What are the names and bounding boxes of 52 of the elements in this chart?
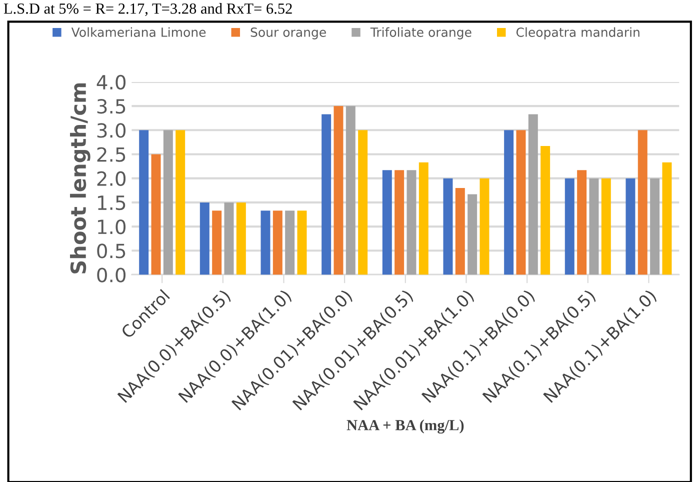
bar: [418, 162, 428, 275]
legend-label: Cleopatra mandarin: [516, 27, 640, 40]
bar: [516, 130, 526, 275]
y-tick-label: 0.0: [97, 268, 126, 282]
bar: [528, 114, 538, 275]
bar: [139, 130, 149, 275]
bar: [346, 106, 356, 275]
bar: [650, 178, 660, 275]
legend-label: Sour orange: [250, 27, 326, 40]
bar: [285, 210, 295, 275]
y-tick-label: 0.5: [97, 244, 126, 258]
bar: [577, 170, 587, 275]
bar: [322, 114, 332, 275]
bar: [297, 210, 307, 275]
bar: [480, 178, 490, 275]
bar: [163, 130, 173, 275]
legend-label: Trifoliate orange: [370, 27, 472, 40]
bar: [176, 130, 186, 275]
legend-label: Volkameriana Limone: [71, 27, 206, 37]
y-tick-label: 2.5: [97, 147, 126, 162]
bar: [638, 130, 648, 275]
y-tick-label: 1.5: [98, 196, 126, 210]
bar: [151, 154, 161, 275]
bar: [200, 202, 210, 275]
bar: [406, 170, 416, 275]
y-axis-title: Shoot length/cm: [70, 83, 90, 274]
bar: [382, 170, 392, 275]
y-tick-label: 3.5: [97, 98, 126, 114]
bar: [468, 194, 478, 275]
text: L.S.D at 5% = R= 2.17, T=3.28 and RxT= 6.52: [4, 3, 292, 16]
bar: [662, 162, 672, 275]
bar: [504, 130, 514, 275]
bar: [601, 178, 611, 275]
bar: [394, 170, 404, 275]
bar: [212, 210, 222, 275]
bar: [358, 130, 368, 275]
bar: [564, 178, 574, 275]
y-tick-label: 1.0: [98, 219, 126, 234]
bar: [443, 178, 453, 275]
y-tick-label: 2.0: [97, 171, 126, 186]
bar: [224, 202, 234, 275]
bar: [272, 210, 282, 275]
y-tick-label: 4.0: [96, 74, 126, 90]
bar: [455, 188, 465, 275]
y-tick-label: 3.0: [97, 123, 126, 138]
bar: [540, 146, 550, 275]
bar: [589, 178, 599, 275]
bar: [626, 178, 636, 275]
bar: [260, 210, 270, 275]
bar: [334, 106, 344, 275]
bar: [236, 202, 246, 275]
x-axis-title: NAA + BA (mg/L): [346, 420, 464, 434]
